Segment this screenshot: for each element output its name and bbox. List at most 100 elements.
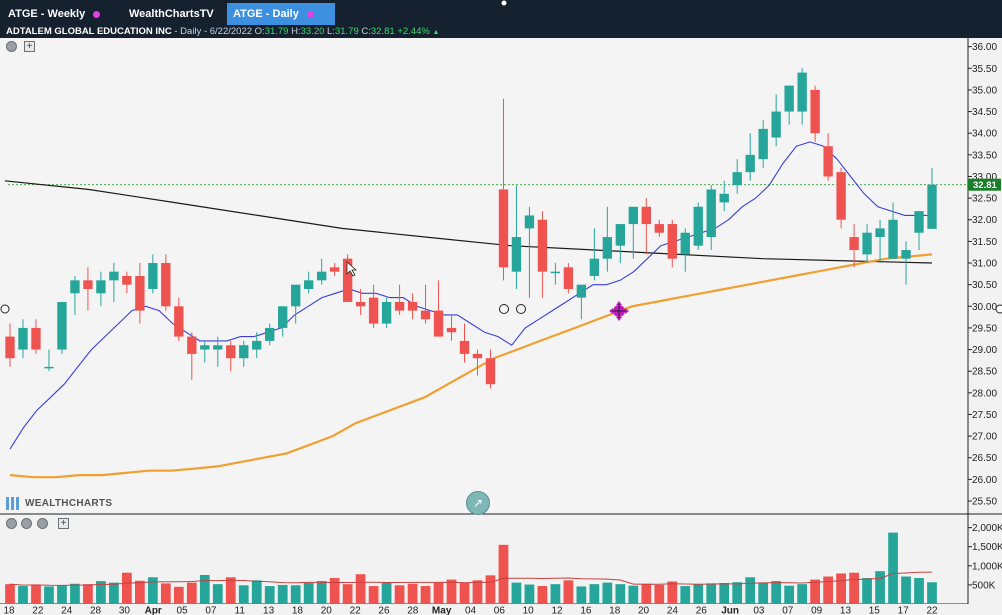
- price-tick-label: 35.00: [972, 85, 997, 96]
- volume-bar: [524, 584, 535, 604]
- volume-bar: [212, 584, 223, 604]
- candle-body: [187, 336, 197, 354]
- candle: [304, 271, 314, 294]
- volume-bar: [511, 582, 522, 604]
- candle: [265, 323, 275, 346]
- settings-pane-icon[interactable]: [37, 518, 48, 529]
- candle-body: [355, 301, 366, 307]
- candle-body: [927, 184, 937, 229]
- low-label: L:: [327, 26, 335, 37]
- price-tick-label: 31.50: [972, 237, 997, 248]
- add-volume-indicator-icon[interactable]: +: [58, 518, 69, 529]
- add-indicator-icon[interactable]: +: [24, 41, 35, 52]
- volume-bar: [342, 584, 353, 604]
- price-tick-label: 26.50: [972, 453, 997, 464]
- candle: [278, 306, 288, 337]
- candle-body: [641, 206, 651, 225]
- time-tick-label: 16: [580, 606, 592, 615]
- candle-body: [667, 224, 677, 259]
- candle-body: [446, 327, 457, 333]
- candle: [797, 68, 807, 125]
- collapse-pane-icon[interactable]: [21, 518, 32, 529]
- candle-body: [381, 301, 392, 324]
- handle-icon[interactable]: [499, 304, 509, 314]
- volume-bar: [888, 532, 898, 604]
- candle: [654, 219, 664, 238]
- candle: [122, 271, 132, 294]
- volume-bar: [277, 584, 288, 604]
- tab-daily[interactable]: ATGE - Daily: [227, 3, 335, 25]
- tab-label: ATGE - Weekly: [8, 8, 86, 20]
- volume-bar: [849, 572, 859, 604]
- candle-body: [745, 154, 755, 173]
- candle: [200, 340, 210, 363]
- volume-bar: [57, 585, 67, 604]
- candle: [693, 202, 703, 251]
- handle-left-icon[interactable]: [0, 304, 10, 314]
- handle-right-icon[interactable]: [995, 304, 1002, 314]
- candle: [771, 94, 781, 147]
- tab-wealthchartstv[interactable]: WealthChartsTV: [123, 3, 223, 25]
- trade-button[interactable]: ↗: [466, 491, 490, 515]
- volume-bar: [238, 585, 249, 604]
- candle: [667, 219, 677, 268]
- time-tick-label: 07: [782, 606, 794, 615]
- time-tick-label: 24: [667, 606, 679, 615]
- open-value: 31.79: [264, 26, 289, 37]
- time-tick-label: 22: [32, 606, 44, 615]
- candle-body: [628, 206, 638, 225]
- candle-body: [693, 206, 703, 246]
- volume-bar: [83, 584, 93, 604]
- volume-bar: [615, 584, 626, 604]
- volume-bar: [485, 575, 496, 604]
- last-price-text: 32.81: [973, 180, 997, 191]
- candle-body: [394, 301, 405, 311]
- volume-bar: [5, 584, 15, 604]
- volume-bar: [914, 578, 924, 604]
- volume-bar: [147, 577, 158, 604]
- candle: [252, 332, 262, 359]
- time-tick-label: 13: [263, 606, 275, 615]
- candle: [485, 349, 496, 389]
- candle: [459, 323, 470, 363]
- pointer-cursor-icon: [346, 261, 358, 277]
- candle: [875, 219, 885, 264]
- volume-tick-label: 1,500K: [972, 542, 1002, 553]
- price-tick-label: 33.00: [972, 172, 997, 183]
- high-label: H:: [291, 26, 301, 37]
- handle-icon[interactable]: [516, 304, 526, 314]
- time-tick-label: 09: [811, 606, 823, 615]
- candle-body: [784, 85, 794, 112]
- candle-body: [472, 353, 483, 359]
- candle: [719, 180, 729, 212]
- candle-body: [706, 189, 716, 238]
- price-tick-label: 26.00: [972, 475, 997, 486]
- time-tick-label: 28: [90, 606, 102, 615]
- volume-axis-labels: 2,000K 1,500K 1,000K 500K: [968, 523, 1002, 591]
- tab-weekly[interactable]: ATGE - Weekly: [2, 3, 119, 25]
- volume-bar: [433, 582, 444, 604]
- candle: [83, 267, 93, 311]
- close-pane-icon[interactable]: [6, 41, 17, 52]
- window-handle-icon[interactable]: [500, 0, 508, 7]
- candle: [641, 198, 651, 255]
- volume-bar: [173, 586, 184, 604]
- volume-bar: [355, 574, 366, 604]
- chart-trend-icon: ↗: [472, 496, 484, 510]
- candle-body: [5, 336, 15, 359]
- candle: [70, 276, 80, 315]
- time-tick-label: 22: [350, 606, 362, 615]
- candle: [18, 319, 28, 359]
- drawing-handles[interactable]: [0, 304, 1002, 314]
- price-tick-label: 32.00: [972, 215, 997, 226]
- price-tick-label: 31.00: [972, 259, 997, 270]
- volume-bar: [745, 577, 756, 604]
- logo-text: WEALTHCHARTS: [25, 498, 113, 510]
- price-tick-label: 28.50: [972, 367, 997, 378]
- up-arrow-icon: ▲: [432, 29, 440, 36]
- volume-bar: [576, 586, 587, 604]
- volume-bar: [537, 586, 548, 604]
- volume-bar: [706, 583, 717, 604]
- close-volume-pane-icon[interactable]: [6, 518, 17, 529]
